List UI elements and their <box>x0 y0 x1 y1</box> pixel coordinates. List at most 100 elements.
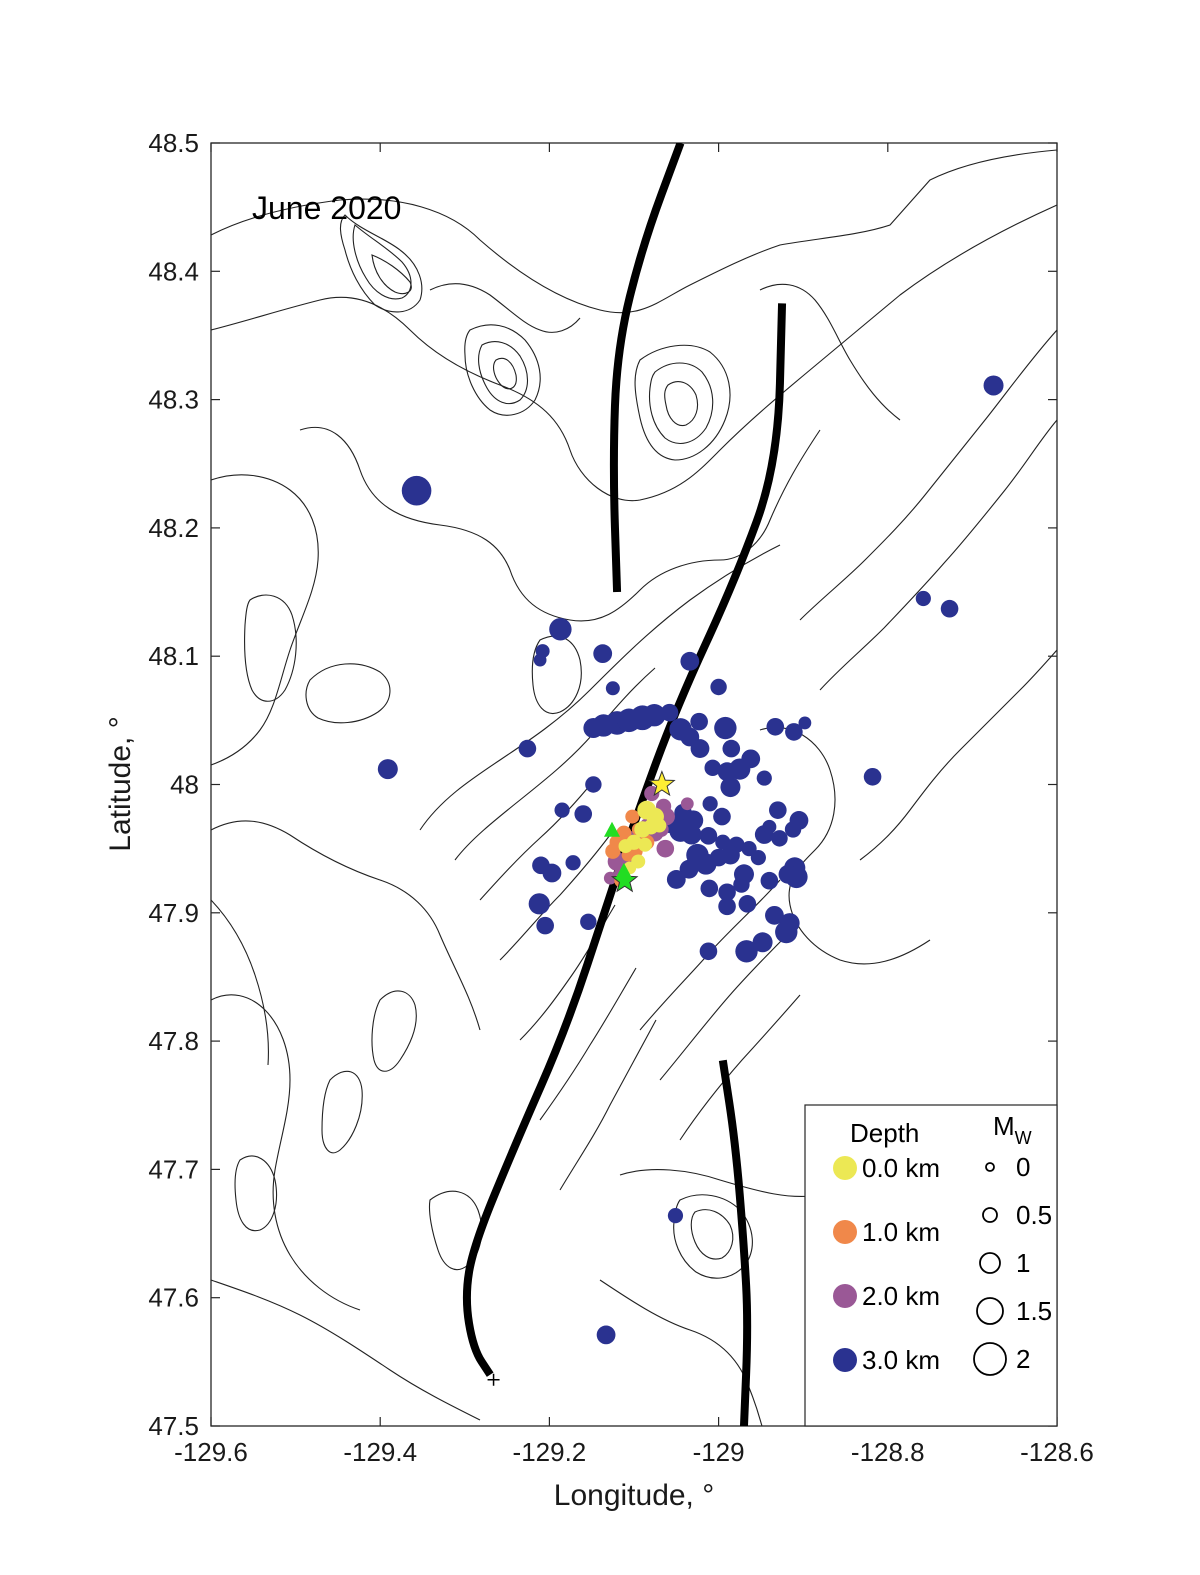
earthquake-point <box>699 942 718 961</box>
earthquake-point <box>518 739 537 758</box>
earthquake-point <box>741 749 761 769</box>
x-tick-label: -129.2 <box>513 1437 587 1467</box>
y-tick-label: 48.5 <box>148 128 199 158</box>
earthquake-point <box>756 770 772 786</box>
x-tick-label: -129.4 <box>343 1437 417 1467</box>
earthquake-point <box>721 845 740 865</box>
earthquake-point <box>542 863 562 883</box>
earthquake-point <box>775 920 798 944</box>
earthquake-point <box>715 834 731 850</box>
date-annotation: June 2020 <box>252 190 401 226</box>
legend-mw-label: 2 <box>1016 1344 1030 1374</box>
earthquake-point <box>702 796 718 812</box>
legend-depth-label: 3.0 km <box>862 1345 940 1375</box>
legend-depth-swatch <box>833 1220 857 1244</box>
earthquake-point <box>760 871 779 890</box>
legend-depth-swatch <box>833 1156 857 1180</box>
earthquake-point <box>789 811 809 830</box>
earthquake-point <box>752 932 773 953</box>
y-tick-label: 48.1 <box>148 641 199 671</box>
earthquake-point <box>700 879 719 898</box>
y-tick-label: 48.4 <box>148 256 199 286</box>
earthquake-point <box>722 739 741 758</box>
earthquake-point <box>720 777 741 798</box>
y-tick-label: 48.3 <box>148 385 199 415</box>
x-tick-label: -129 <box>693 1437 745 1467</box>
earthquake-point <box>605 681 620 696</box>
legend-mw-label: 1 <box>1016 1248 1030 1278</box>
earthquake-point <box>983 375 1004 396</box>
earthquake-markers <box>377 375 1004 1345</box>
legend-depth-entries: 0.0 km 1.0 km 2.0 km 3.0 km <box>833 1153 940 1375</box>
earthquake-point <box>735 940 758 963</box>
earthquake-point <box>680 797 694 811</box>
earthquake-point <box>778 864 798 884</box>
earthquake-point <box>679 859 699 879</box>
earthquake-point <box>940 599 959 618</box>
star-marker <box>648 770 676 797</box>
earthquake-point <box>690 739 710 758</box>
earthquake-point <box>643 704 666 727</box>
earthquake-point <box>634 821 651 838</box>
earthquake-point <box>549 618 572 641</box>
earthquake-point <box>631 854 646 869</box>
earthquake-point <box>652 818 667 833</box>
earthquake-point <box>528 893 550 915</box>
legend-magnitude-entries: 0 0.5 1 1.5 2 <box>973 1152 1052 1376</box>
earthquake-point <box>681 824 702 845</box>
earthquake-point <box>769 801 787 819</box>
earthquake-point <box>718 897 736 916</box>
earthquake-point <box>605 843 621 859</box>
earthquake-point <box>554 802 570 818</box>
x-tick-label: -128.6 <box>1020 1437 1094 1467</box>
earthquake-point <box>771 830 788 847</box>
y-tick-label: 47.8 <box>148 1026 199 1056</box>
earthquake-point <box>798 716 812 730</box>
x-axis-title: Longitude, ° <box>554 1479 714 1512</box>
x-tick-label: -129.6 <box>174 1437 248 1467</box>
fault-trace <box>718 1059 752 1426</box>
earthquake-point <box>625 809 640 824</box>
earthquake-point <box>690 712 708 731</box>
earthquake-point <box>718 883 736 902</box>
x-tick-label: -128.8 <box>851 1437 925 1467</box>
y-tick-label: 48 <box>170 770 199 800</box>
earthquake-point <box>713 807 731 826</box>
earthquake-point <box>738 895 757 913</box>
legend-mw-label: 0 <box>1016 1152 1030 1182</box>
legend: Depth MW 0.0 km 1.0 km 2.0 km 3.0 km 0 0.5 1 1… <box>804 1104 1058 1427</box>
legend-mw-title: MW <box>993 1111 1032 1148</box>
earthquake-point <box>666 870 686 889</box>
earthquake-point <box>785 723 803 741</box>
earthquake-point <box>750 850 766 866</box>
triangle-marker <box>615 862 632 878</box>
legend-mw-label: 1.5 <box>1016 1296 1052 1326</box>
y-tick-label: 47.7 <box>148 1154 199 1184</box>
earthquake-point <box>762 819 777 834</box>
earthquake-point <box>637 837 652 852</box>
earthquake-point <box>603 871 617 885</box>
legend-depth-label: 0.0 km <box>862 1153 940 1183</box>
axis-ticks: -129.6 -129.4 -129.2 -129 -128.8 -128.6 47.5 47… <box>148 128 1093 1467</box>
earthquake-point <box>618 839 633 854</box>
y-tick-label: 47.9 <box>148 898 199 928</box>
legend-mw-symbol <box>973 1342 1007 1376</box>
plus-marker <box>487 1373 500 1386</box>
legend-depth-title: Depth <box>850 1118 919 1148</box>
earthquake-point <box>536 916 554 935</box>
legend-mw-label: 0.5 <box>1016 1200 1052 1230</box>
earthquake-point <box>766 717 785 736</box>
fault-trace <box>609 143 685 593</box>
earthquake-point <box>915 590 931 607</box>
special-markers <box>487 770 676 1386</box>
earthquake-point <box>656 839 675 858</box>
earthquake-point <box>714 716 737 740</box>
y-tick-label: 47.6 <box>148 1283 199 1313</box>
earthquake-point <box>574 805 593 823</box>
legend-depth-label: 1.0 km <box>862 1217 940 1247</box>
earthquake-point <box>765 905 784 925</box>
earthquake-point <box>580 913 597 930</box>
y-axis-title: Latitude, ° <box>104 716 137 851</box>
legend-depth-swatch <box>833 1348 857 1372</box>
